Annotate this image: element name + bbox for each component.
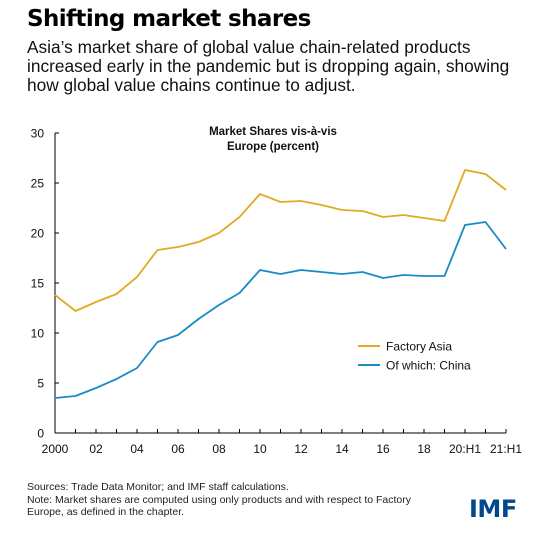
x-tick-label: 04 <box>130 442 144 456</box>
y-tick-label: 10 <box>31 327 45 341</box>
x-tick-label: 06 <box>171 442 185 456</box>
series-line <box>54 221 507 399</box>
chart-inner-title-line1: Market Shares vis-à-vis <box>209 126 337 138</box>
y-tick-label: 5 <box>37 377 44 391</box>
x-axis-ticks: 2000 02 04 06 08 10 12 14 16 18 20:H1 21:H1 <box>42 429 522 456</box>
x-tick-label: 12 <box>294 442 308 456</box>
series-line <box>54 169 507 312</box>
x-tick-label: 08 <box>212 442 226 456</box>
x-tick-label: 18 <box>417 442 431 456</box>
legend-label: Factory Asia <box>386 340 452 354</box>
x-tick-label: 20:H1 <box>449 442 481 456</box>
legend-label: Of which: China <box>386 359 471 373</box>
chart-legend: Factory Asia Of which: China <box>358 340 471 373</box>
sources-text: Sources: Trade Data Monitor; and IMF sta… <box>27 481 289 493</box>
chart-inner-title-line2: Europe (percent) <box>227 141 319 153</box>
x-tick-label: 02 <box>89 442 103 456</box>
x-tick-label: 16 <box>376 442 390 456</box>
y-axis-ticks: 0 5 10 15 20 25 30 <box>31 127 59 441</box>
x-tick-label: 14 <box>335 442 349 456</box>
y-tick-label: 25 <box>31 177 45 191</box>
chart-title: Shifting market shares <box>27 6 311 32</box>
y-tick-label: 15 <box>31 277 45 291</box>
x-tick-label: 10 <box>253 442 267 456</box>
series-lines <box>54 169 507 399</box>
x-tick-label: 2000 <box>42 442 69 456</box>
x-tick-label: 21:H1 <box>490 442 522 456</box>
y-tick-label: 30 <box>31 127 45 141</box>
chart-axes <box>54 133 506 434</box>
source-notes: Sources: Trade Data Monitor; and IMF sta… <box>27 481 447 519</box>
note-text: Note: Market shares are computed using o… <box>27 493 412 519</box>
y-tick-label: 20 <box>31 227 45 241</box>
imf-logo: IMF <box>469 495 517 523</box>
chart-subtitle: Asia’s market share of global value chai… <box>27 37 510 95</box>
y-tick-label: 0 <box>37 427 44 441</box>
